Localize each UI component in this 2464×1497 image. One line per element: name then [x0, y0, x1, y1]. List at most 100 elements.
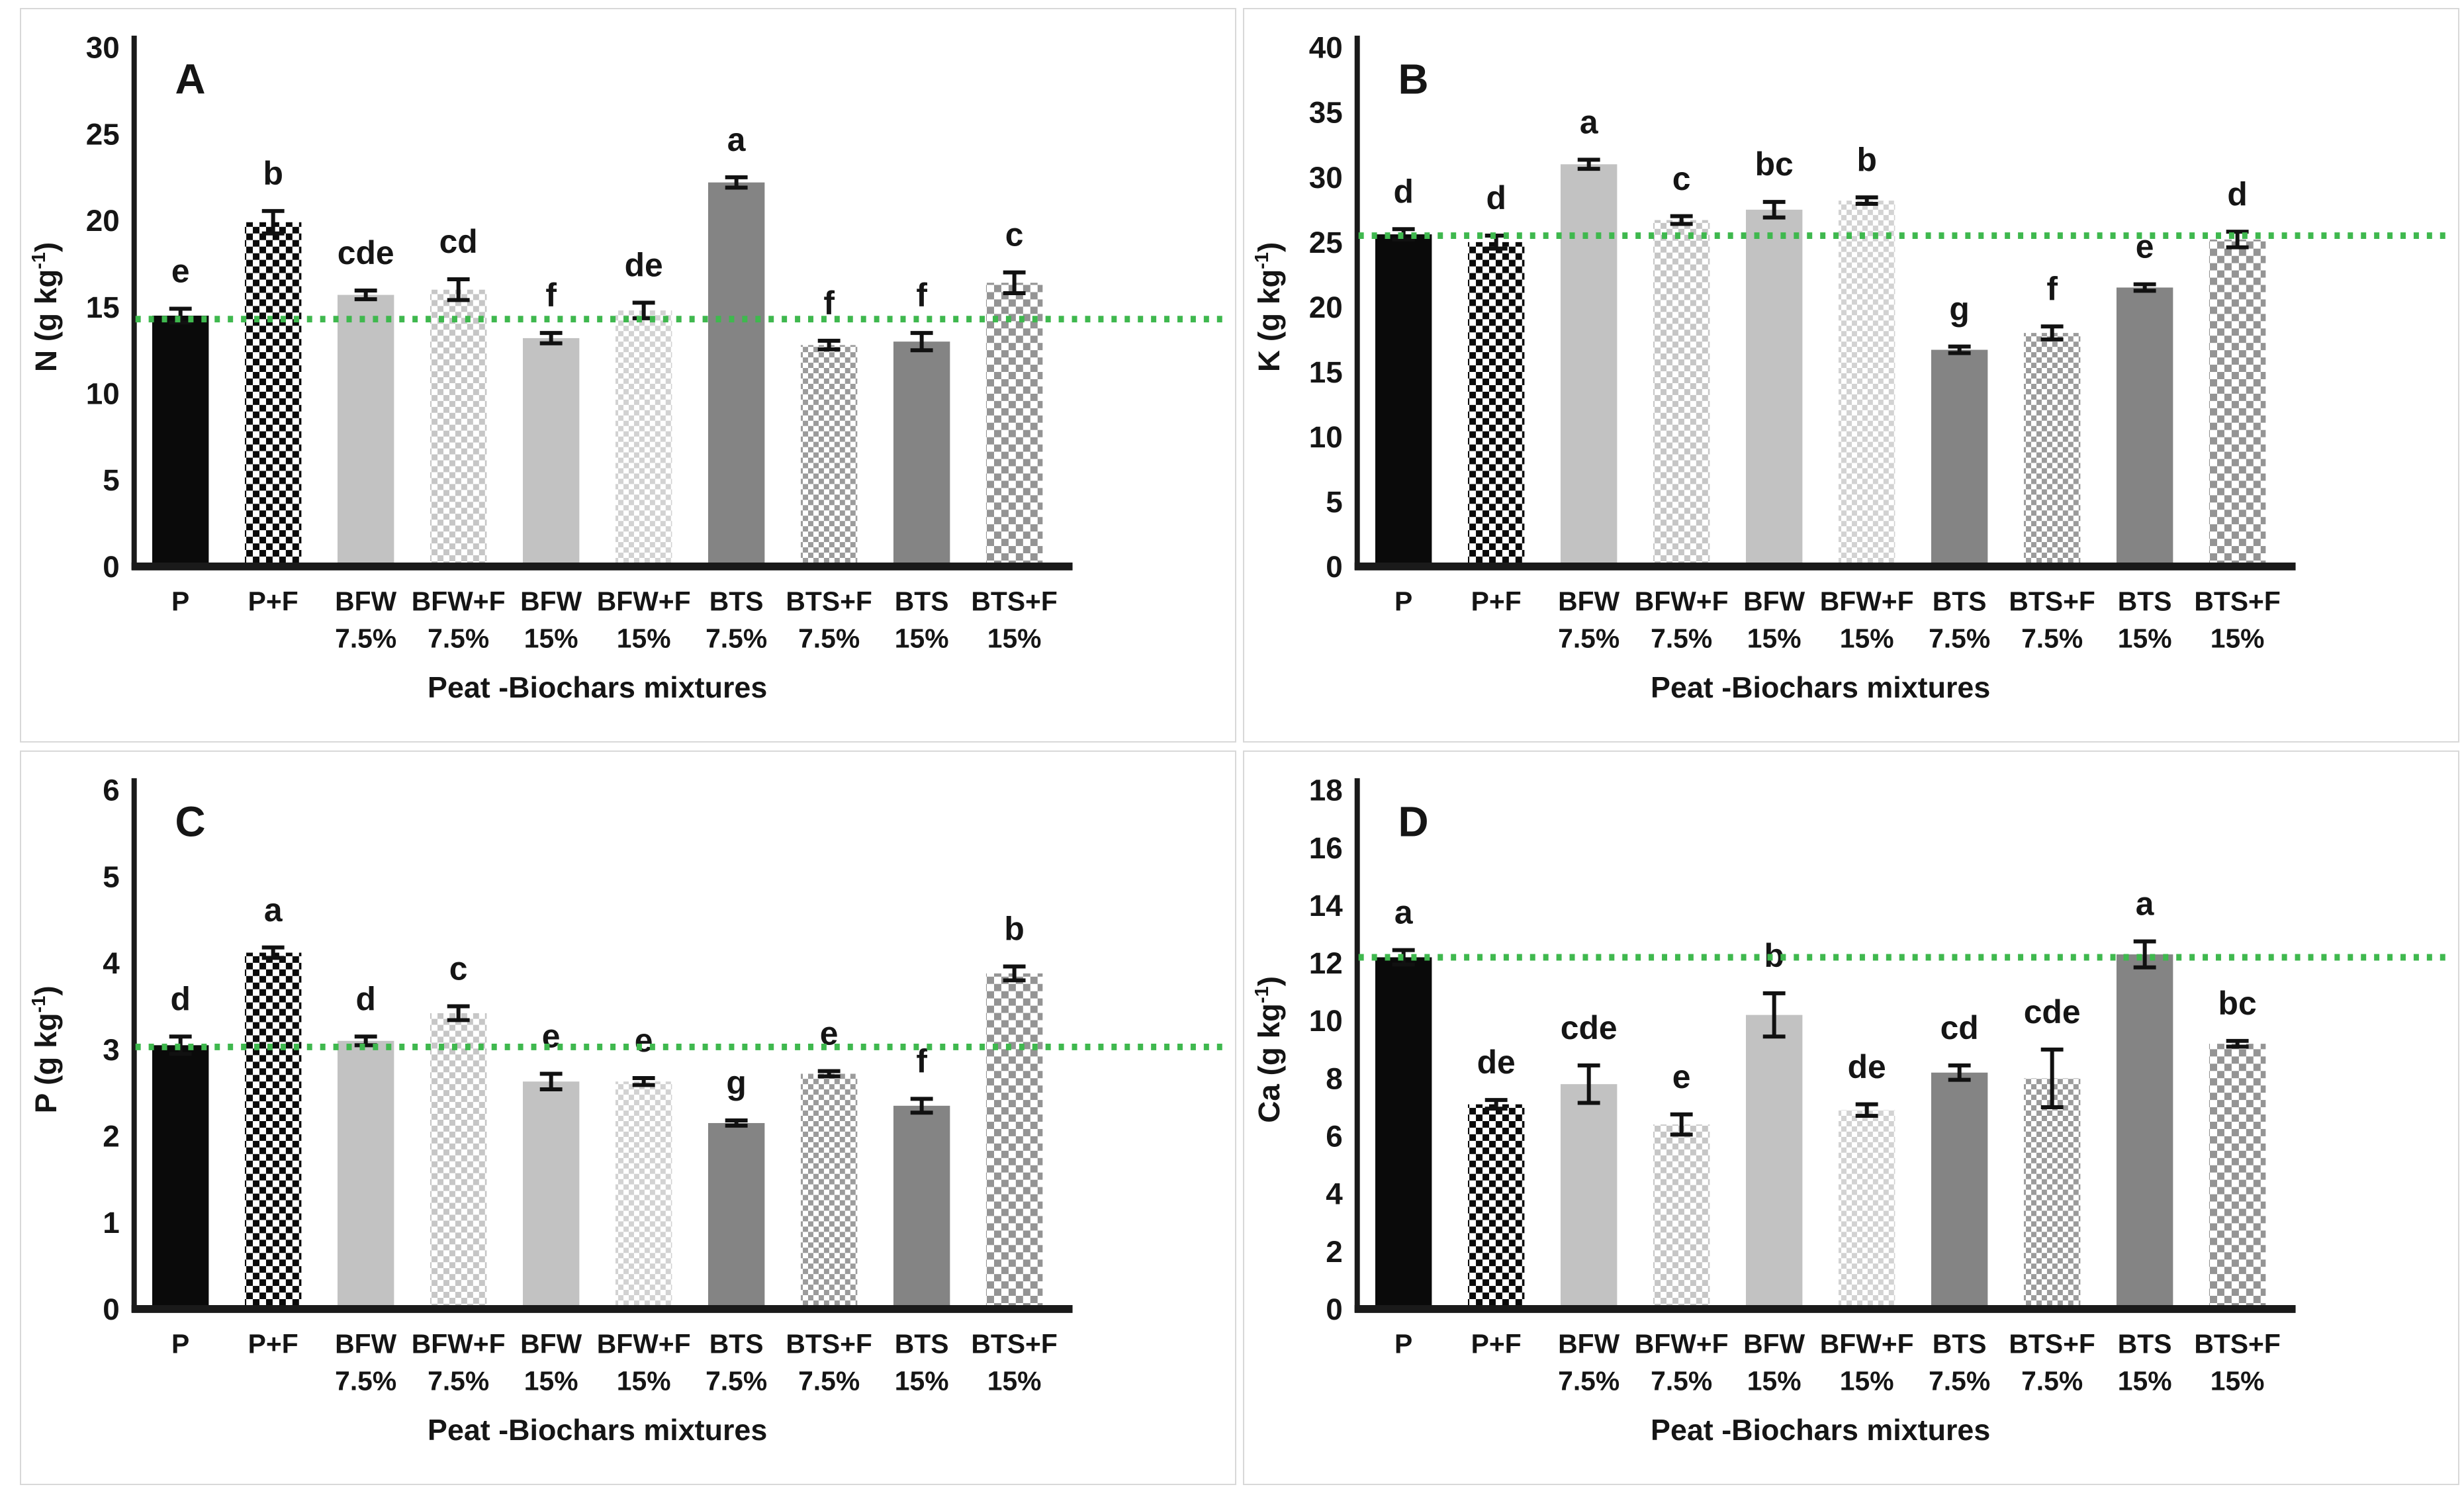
- error-bar: [1762, 991, 1786, 1039]
- y-tick-label: 0: [1326, 550, 1343, 584]
- significance-letter: d: [1486, 179, 1506, 216]
- bar: [244, 952, 302, 1309]
- bar: [244, 222, 302, 567]
- x-tick-label-line1: BTS: [2118, 1329, 2172, 1359]
- x-tick-label-line1: BFW+F: [1820, 1329, 1914, 1359]
- significance-letter: de: [1848, 1048, 1886, 1085]
- significance-letter: f: [916, 1043, 927, 1080]
- y-tick-label: 15: [86, 291, 120, 324]
- bar: [2023, 333, 2081, 567]
- x-tick-label-line2: 15%: [895, 1366, 949, 1396]
- significance-letter: cde: [1561, 1009, 1618, 1046]
- panel-letter: B: [1398, 56, 1428, 103]
- x-tick-label-line2: 15%: [2118, 1366, 2172, 1396]
- significance-letter: d: [355, 980, 375, 1017]
- x-tick-label-line2: 7.5%: [1558, 1366, 1620, 1396]
- y-tick-label: 10: [1309, 1004, 1343, 1038]
- x-tick-label-line1: BTS+F: [786, 1329, 872, 1359]
- y-tick-label: 10: [86, 377, 120, 411]
- x-tick-label-line1: BFW+F: [412, 586, 506, 617]
- y-axis-title: N (g kg-1): [28, 242, 63, 372]
- bar: [707, 1122, 765, 1309]
- x-tick-label-line2: 15%: [1840, 1366, 1894, 1396]
- x-tick-label-line1: BTS: [709, 586, 764, 617]
- bar: [1838, 1110, 1895, 1309]
- y-tick-label: 20: [86, 204, 120, 238]
- y-tick-label: 0: [1326, 1293, 1343, 1326]
- y-tick-label: 4: [1326, 1177, 1343, 1211]
- y-axis-tick-labels: 0 2 4 6 8 10 12 14 16 18: [1309, 774, 1343, 1326]
- error-bar: [1003, 964, 1026, 983]
- bar: [1375, 957, 1432, 1309]
- x-tick-label-line2: 15%: [2118, 623, 2172, 654]
- x-axis-tick-labels: P P+F BFW 7.5% BFW+F 7.5% BFW 15% BFW+F 15% BTS 7.5…: [171, 586, 1058, 654]
- y-axis-title: P (g kg-1): [28, 985, 63, 1113]
- y-tick-label: 10: [1309, 420, 1343, 454]
- error-bar: [1670, 1112, 1693, 1137]
- significance-letter: d: [2227, 175, 2247, 212]
- bar: [1745, 209, 1803, 567]
- bar: [1653, 220, 1710, 567]
- significance-letter: cd: [1940, 1009, 1979, 1046]
- significance-letter: bc: [2218, 985, 2257, 1022]
- error-bar: [447, 277, 470, 302]
- bar: [522, 1081, 580, 1309]
- y-tick-label: 5: [103, 463, 120, 497]
- x-tick-label-line1: BTS+F: [971, 586, 1058, 617]
- y-tick-label: 6: [103, 774, 120, 807]
- x-tick-label-line1: BTS+F: [971, 1329, 1058, 1359]
- bar: [2116, 954, 2173, 1309]
- significance-letter: a: [727, 121, 747, 158]
- significance-letter: c: [1672, 160, 1691, 197]
- x-tick-label-line1: P: [171, 586, 189, 617]
- error-bar: [261, 945, 285, 960]
- x-tick-label-line2: 15%: [1747, 1366, 1802, 1396]
- y-tick-label: 30: [1309, 161, 1343, 195]
- significance-letter: d: [1393, 173, 1413, 210]
- significance-letter: bc: [1755, 146, 1794, 183]
- significance-letter: b: [1004, 911, 1024, 948]
- error-bar: [1003, 270, 1026, 295]
- y-tick-label: 4: [103, 946, 120, 980]
- y-tick-label: 15: [1309, 355, 1343, 389]
- error-bar: [261, 208, 285, 236]
- bar: [152, 315, 209, 567]
- error-bar: [1484, 1098, 1508, 1111]
- significance-letter: f: [2046, 270, 2058, 307]
- bar: [1375, 234, 1432, 567]
- x-tick-label-line2: 15%: [617, 623, 671, 654]
- bar: [1745, 1015, 1803, 1309]
- x-tick-label-line1: P+F: [1471, 1329, 1522, 1359]
- error-bar: [817, 338, 841, 351]
- significance-letter: f: [823, 285, 835, 322]
- significance-letter: cde: [338, 234, 394, 271]
- bar: [1467, 1104, 1525, 1309]
- x-tick-label-line2: 7.5%: [1651, 623, 1712, 654]
- bar: [2209, 239, 2266, 567]
- panel-letter: C: [175, 798, 205, 846]
- x-tick-label-line2: 15%: [987, 623, 1042, 654]
- x-tick-label-line2: 15%: [524, 1366, 578, 1396]
- x-tick-label-line1: BTS+F: [2009, 1329, 2095, 1359]
- x-tick-label-line2: 15%: [617, 1366, 671, 1396]
- error-bar: [725, 175, 748, 190]
- bar: [985, 283, 1043, 567]
- error-bar: [1855, 195, 1878, 206]
- y-axis-tick-labels: 0 1 2 3 4 5 6: [103, 774, 120, 1326]
- x-tick-label-line1: BTS: [895, 586, 949, 617]
- x-tick-label-line2: 7.5%: [428, 1366, 489, 1396]
- bar: [1467, 242, 1525, 567]
- x-tick-label-line1: BFW+F: [1635, 1329, 1729, 1359]
- bar: [522, 338, 580, 567]
- bar: [430, 289, 487, 567]
- x-tick-label-line2: 7.5%: [335, 1366, 396, 1396]
- x-tick-label-line2: 7.5%: [1558, 623, 1620, 654]
- x-tick-label-line1: BFW: [1558, 586, 1620, 617]
- x-tick-label-line2: 15%: [2211, 623, 2265, 654]
- y-tick-label: 25: [86, 117, 120, 151]
- error-bar: [725, 1118, 748, 1128]
- x-tick-label-line1: BFW: [1743, 1329, 1805, 1359]
- bars: e b cde cd f de a f f c: [152, 121, 1043, 567]
